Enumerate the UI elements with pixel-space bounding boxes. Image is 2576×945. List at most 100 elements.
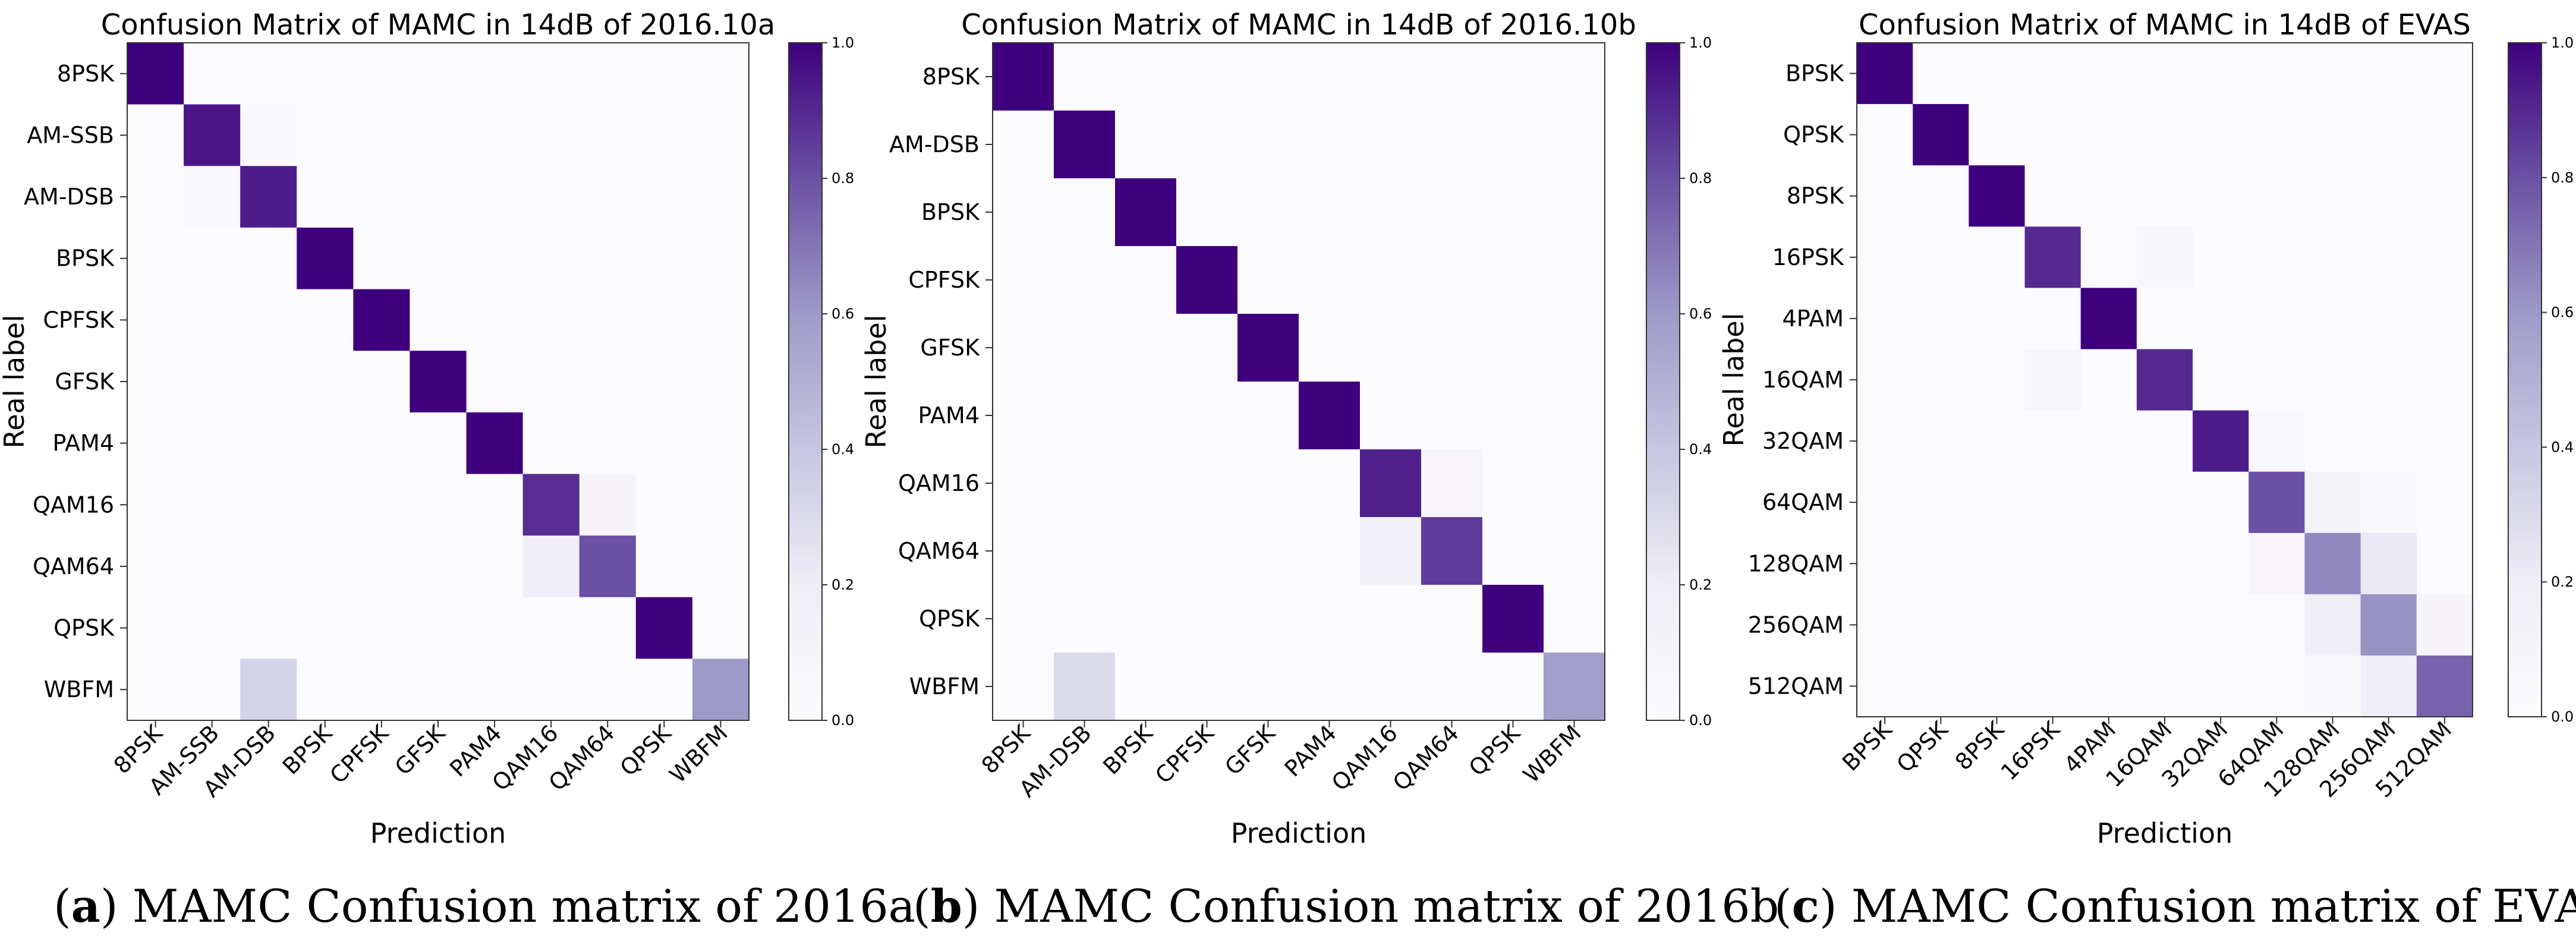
heatmap-cell <box>692 166 750 228</box>
heatmap-cell <box>1482 111 1544 179</box>
x-tick-label: QPSK <box>1891 716 1953 777</box>
heatmap-cell <box>635 412 693 475</box>
y-tick-label: QAM64 <box>898 538 980 564</box>
heatmap-cell <box>2024 43 2081 105</box>
heatmap-cell <box>2249 43 2306 105</box>
heatmap-cell <box>2080 410 2137 472</box>
heatmap-cell <box>522 43 580 105</box>
heatmap-cell <box>2304 410 2361 472</box>
heatmap-cell <box>184 104 241 166</box>
heatmap-cell <box>993 449 1054 518</box>
heatmap-cell <box>1969 288 2026 350</box>
colorbar-tick-label: 0.6 <box>1689 305 1712 322</box>
y-tick-label: CPFSK <box>43 307 115 333</box>
heatmap-cell <box>1237 314 1299 382</box>
heatmap-cell <box>2136 349 2193 411</box>
heatmap-cell <box>410 536 467 598</box>
heatmap-cell <box>2136 533 2193 595</box>
heatmap-cell <box>635 659 693 721</box>
heatmap-cell <box>2136 410 2193 472</box>
heatmap-cell <box>522 227 580 290</box>
heatmap-cell <box>353 227 411 290</box>
heatmap-cell <box>1421 449 1483 518</box>
heatmap-cell <box>579 166 637 228</box>
y-tick-label: BPSK <box>921 199 980 225</box>
heatmap-cell <box>184 597 241 659</box>
heatmap-cell <box>692 597 750 659</box>
colorbar-tick-label: 0.8 <box>832 170 854 187</box>
heatmap-cell <box>1482 178 1544 247</box>
heatmap-cell <box>2080 594 2137 656</box>
heatmap-cell <box>1969 43 2026 105</box>
heatmap-cell <box>2416 349 2473 411</box>
heatmap-cell <box>1115 653 1177 721</box>
heatmap-cell <box>2360 226 2417 288</box>
chart-panel-3: Confusion Matrix of MAMC in 14dB of EVAS… <box>1718 8 2574 849</box>
heatmap-cell <box>2360 349 2417 411</box>
heatmap-cell <box>2080 655 2137 717</box>
heatmap-cell <box>184 412 241 475</box>
heatmap-cell <box>579 659 637 721</box>
heatmap-cell <box>2024 410 2081 472</box>
heatmap-cell <box>297 659 354 721</box>
heatmap-cell <box>2024 165 2081 227</box>
heatmap-cell <box>184 659 241 721</box>
heatmap-cell <box>579 43 637 105</box>
heatmap-cell <box>2136 165 2193 227</box>
heatmap-cell <box>353 289 411 351</box>
heatmap-cell <box>2304 655 2361 717</box>
heatmap-cell <box>1115 382 1177 450</box>
heatmap-cell <box>2304 288 2361 350</box>
caption-b: (b) MAMC Confusion matrix of 2016b <box>913 880 1780 933</box>
heatmap-cell <box>184 474 241 536</box>
heatmap-cell <box>353 43 411 105</box>
heatmap-cell <box>1482 314 1544 382</box>
colorbar-tick-label: 0.2 <box>832 577 854 593</box>
y-tick-label: 256QAM <box>1748 612 1844 638</box>
heatmap-cell <box>1421 111 1483 179</box>
heatmap-cell <box>1299 246 1361 314</box>
heatmap-cell <box>127 412 184 475</box>
colorbar-frame <box>788 42 823 721</box>
heatmap-cell <box>466 289 524 351</box>
heatmap-cell <box>297 289 354 351</box>
x-axis-label: Prediction <box>1231 817 1367 849</box>
x-tick-label: QAM64 <box>1388 720 1464 796</box>
heatmap-cell <box>2249 165 2306 227</box>
heatmap-cell <box>2193 43 2249 105</box>
heatmap-cell <box>2360 43 2417 105</box>
heatmap-cell <box>2249 594 2306 656</box>
caption-c-text: MAMC Confusion matrix of EVAS <box>1851 880 2576 933</box>
heatmap-cell <box>692 43 750 105</box>
heatmap-cell <box>410 659 467 721</box>
heatmap-cell <box>240 43 297 105</box>
heatmap-cell <box>1237 43 1299 111</box>
chart-panel-2: Confusion Matrix of MAMC in 14dB of 2016… <box>860 8 1712 849</box>
heatmap-cell <box>240 474 297 536</box>
heatmap-cell <box>1115 585 1177 653</box>
heatmap-cell <box>1299 517 1361 585</box>
heatmap-cell <box>2304 349 2361 411</box>
heatmap-cell <box>1299 111 1361 179</box>
heatmap-cell <box>1913 349 1969 411</box>
heatmap-cell <box>1421 653 1483 721</box>
y-tick-label: QPSK <box>53 615 115 641</box>
caption-b-letter: b <box>930 880 962 933</box>
heatmap-cell <box>240 412 297 475</box>
heatmap-cell <box>692 412 750 475</box>
heatmap-cell <box>579 227 637 290</box>
heatmap-cell <box>1054 246 1116 314</box>
heatmap-cell <box>522 474 580 536</box>
heatmap-cell <box>2360 104 2417 166</box>
heatmap-cell <box>579 289 637 351</box>
y-tick-label: WBFM <box>909 673 980 700</box>
plot-frame <box>992 42 1605 721</box>
heatmap-cell <box>1054 382 1116 450</box>
heatmap-cell <box>2193 471 2249 534</box>
heatmap-cell <box>2304 165 2361 227</box>
heatmap-cell <box>466 166 524 228</box>
heatmap-cell <box>297 43 354 105</box>
x-tick-label: QAM16 <box>1327 720 1403 796</box>
x-tick-label: 8PSK <box>977 719 1036 779</box>
